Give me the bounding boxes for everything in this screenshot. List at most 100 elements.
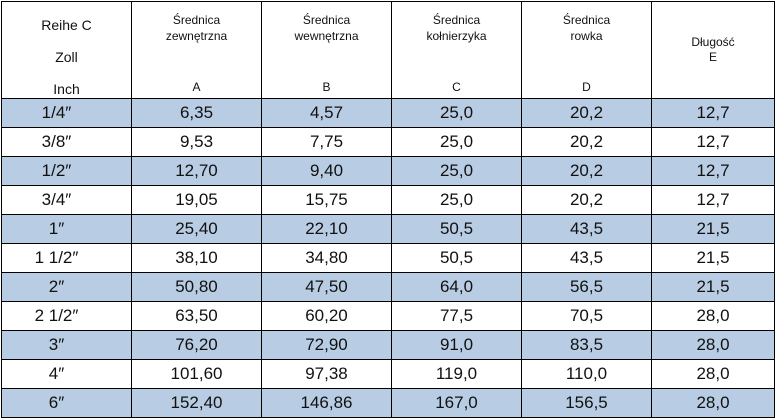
cell-outer-diameter: 50,80 [131, 272, 262, 302]
table-row: 2 1/2″ 63,50 60,20 77,5 70,5 28,0 [1, 301, 775, 331]
header-letter: A [192, 80, 201, 94]
cell-inner-diameter: 22,10 [261, 214, 392, 244]
header-letter: B [322, 80, 331, 94]
header-line: wewnętrzna [294, 29, 359, 43]
cell-outer-diameter: 19,05 [131, 185, 262, 215]
cell-size-inch: 2 1/2″ [1, 301, 132, 331]
cell-size-inch: 3/4″ [1, 185, 132, 215]
cell-inner-diameter: 97,38 [261, 359, 392, 389]
cell-collar-diameter: 25,0 [391, 127, 522, 157]
header-inner-diameter: Średnica wewnętrzna B [261, 1, 392, 99]
header-line: Długość [691, 35, 735, 49]
cell-size-inch: 1″ [1, 214, 132, 244]
header-row: Reihe C Zoll Inch Średnica zewnętrzna A … [1, 1, 775, 99]
table-row: 1 1/2″ 38,10 34,80 50,5 43,5 21,5 [1, 243, 775, 273]
cell-groove-diameter: 70,5 [521, 301, 652, 331]
table-row: 1/4″ 6,35 4,57 25,0 20,2 12,7 [1, 98, 775, 128]
cell-size-inch: 6″ [1, 388, 132, 418]
cell-inner-diameter: 7,75 [261, 127, 392, 157]
cell-size-inch: 3″ [1, 330, 132, 360]
cell-groove-diameter: 43,5 [521, 214, 652, 244]
cell-collar-diameter: 25,0 [391, 185, 522, 215]
cell-groove-diameter: 56,5 [521, 272, 652, 302]
cell-groove-diameter: 110,0 [521, 359, 652, 389]
header-line: rowka [570, 29, 603, 43]
header-line: Inch [53, 81, 80, 97]
cell-groove-diameter: 156,5 [521, 388, 652, 418]
cell-groove-diameter: 83,5 [521, 330, 652, 360]
cell-length: 12,7 [651, 98, 775, 128]
cell-size-inch: 3/8″ [1, 127, 132, 157]
table-row: 4″ 101,60 97,38 119,0 110,0 28,0 [1, 359, 775, 389]
cell-size-inch: 1/2″ [1, 156, 132, 186]
cell-collar-diameter: 64,0 [391, 272, 522, 302]
table-row: 3/4″ 19,05 15,75 25,0 20,2 12,7 [1, 185, 775, 215]
cell-inner-diameter: 60,20 [261, 301, 392, 331]
header-line: Średnica [562, 13, 611, 27]
cell-inner-diameter: 9,40 [261, 156, 392, 186]
cell-outer-diameter: 101,60 [131, 359, 262, 389]
cell-length: 21,5 [651, 272, 775, 302]
table-row: 3/8″ 9,53 7,75 25,0 20,2 12,7 [1, 127, 775, 157]
cell-length: 28,0 [651, 301, 775, 331]
cell-inner-diameter: 72,90 [261, 330, 392, 360]
cell-inner-diameter: 15,75 [261, 185, 392, 215]
cell-outer-diameter: 12,70 [131, 156, 262, 186]
header-line: Średnica [432, 13, 481, 27]
cell-length: 12,7 [651, 127, 775, 157]
cell-groove-diameter: 43,5 [521, 243, 652, 273]
table-header: Reihe C Zoll Inch Średnica zewnętrzna A … [1, 1, 775, 99]
cell-collar-diameter: 25,0 [391, 98, 522, 128]
cell-collar-diameter: 50,5 [391, 243, 522, 273]
cell-inner-diameter: 47,50 [261, 272, 392, 302]
cell-groove-diameter: 20,2 [521, 156, 652, 186]
cell-size-inch: 4″ [1, 359, 132, 389]
cell-outer-diameter: 63,50 [131, 301, 262, 331]
cell-size-inch: 1/4″ [1, 98, 132, 128]
header-line: E [708, 50, 717, 64]
header-length: Długość E [651, 1, 775, 99]
cell-length: 28,0 [651, 359, 775, 389]
cell-collar-diameter: 167,0 [391, 388, 522, 418]
cell-inner-diameter: 146,86 [261, 388, 392, 418]
cell-outer-diameter: 38,10 [131, 243, 262, 273]
cell-length: 28,0 [651, 388, 775, 418]
header-line: kołnierzyka [426, 29, 487, 43]
cell-groove-diameter: 20,2 [521, 185, 652, 215]
header-size-inch: Reihe C Zoll Inch [1, 1, 132, 99]
cell-inner-diameter: 34,80 [261, 243, 392, 273]
header-collar-diameter: Średnica kołnierzyka C [391, 1, 522, 99]
cell-collar-diameter: 91,0 [391, 330, 522, 360]
cell-outer-diameter: 152,40 [131, 388, 262, 418]
cell-collar-diameter: 119,0 [391, 359, 522, 389]
cell-groove-diameter: 20,2 [521, 98, 652, 128]
cell-length: 12,7 [651, 185, 775, 215]
header-line: Reihe C [41, 17, 92, 33]
cell-outer-diameter: 25,40 [131, 214, 262, 244]
table-row: 1/2″ 12,70 9,40 25,0 20,2 12,7 [1, 156, 775, 186]
header-outer-diameter: Średnica zewnętrzna A [131, 1, 262, 99]
cell-groove-diameter: 20,2 [521, 127, 652, 157]
cell-outer-diameter: 9,53 [131, 127, 262, 157]
header-line: Zoll [55, 49, 78, 65]
table-row: 3″ 76,20 72,90 91,0 83,5 28,0 [1, 330, 775, 360]
cell-collar-diameter: 77,5 [391, 301, 522, 331]
table-row: 6″ 152,40 146,86 167,0 156,5 28,0 [1, 388, 775, 418]
table-body: 1/4″ 6,35 4,57 25,0 20,2 12,7 3/8″ 9,53 7,75 25,0… [1, 98, 775, 418]
cell-collar-diameter: 50,5 [391, 214, 522, 244]
header-line: zewnętrzna [165, 29, 228, 43]
header-line: Średnica [302, 13, 351, 27]
header-groove-diameter: Średnica rowka D [521, 1, 652, 99]
table-row: 1″ 25,40 22,10 50,5 43,5 21,5 [1, 214, 775, 244]
cell-outer-diameter: 76,20 [131, 330, 262, 360]
header-line: Średnica [172, 13, 221, 27]
cell-size-inch: 2″ [1, 272, 132, 302]
header-letter: C [452, 80, 461, 94]
cell-length: 21,5 [651, 243, 775, 273]
header-letter: D [582, 80, 591, 94]
cell-inner-diameter: 4,57 [261, 98, 392, 128]
cell-collar-diameter: 25,0 [391, 156, 522, 186]
cell-size-inch: 1 1/2″ [1, 243, 132, 273]
cell-length: 28,0 [651, 330, 775, 360]
table-row: 2″ 50,80 47,50 64,0 56,5 21,5 [1, 272, 775, 302]
